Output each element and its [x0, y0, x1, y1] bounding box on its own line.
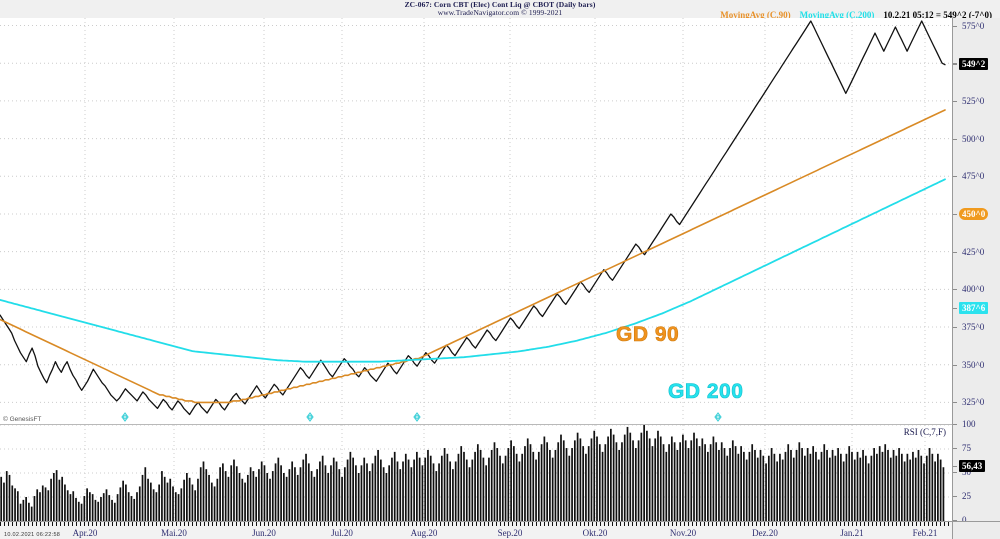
page-title: ZC-067: Corn CBT (Elec) Cont Liq @ CBOT … — [404, 0, 596, 9]
axis-tick — [953, 64, 957, 66]
price-axis-label: 475^0 — [962, 171, 985, 182]
date-axis-label: Apr.20 — [72, 528, 98, 538]
rsi-axis-label: 75 — [962, 443, 971, 453]
date-axis-label: Jan.21 — [840, 528, 864, 538]
axis-corner — [952, 521, 1000, 539]
axis-tick — [953, 138, 957, 140]
price-axis-label: 400^0 — [962, 284, 985, 295]
axis-tick — [953, 465, 957, 467]
rsi-axis-label: 100 — [962, 419, 976, 429]
date-axis-ticks — [0, 522, 952, 526]
price-axis-label: 425^0 — [962, 246, 985, 257]
axis-tick — [953, 63, 957, 65]
axis-tick — [953, 213, 957, 215]
date-axis-label: Aug.20 — [410, 528, 438, 538]
date-axis-label: Dez.20 — [752, 528, 778, 538]
price-axis-label: 500^0 — [962, 133, 985, 144]
price-axis-label: 350^0 — [962, 359, 985, 370]
legend-item-movingavg-90[interactable]: MovingAvg (C,90) — [720, 9, 791, 20]
date-axis-label: Jul.20 — [331, 528, 353, 538]
axis-tick — [953, 402, 957, 404]
date-axis-label: Jun.20 — [252, 528, 276, 538]
rsi-plot-svg — [0, 425, 952, 521]
price-axis-marker-black: 549^2 — [959, 58, 989, 71]
axis-tick — [953, 307, 957, 309]
price-axis-label: 575^0 — [962, 20, 985, 31]
axis-tick — [953, 176, 957, 178]
rsi-axis-label: 50 — [962, 467, 971, 477]
date-axis-label: Okt.20 — [582, 528, 608, 538]
axis-tick — [953, 364, 957, 366]
axis-tick — [953, 327, 957, 329]
price-axis-label: 525^0 — [962, 95, 985, 106]
axis-tick — [953, 448, 957, 449]
render-timestamp: 10.02.2021 06:22:58 — [4, 532, 61, 538]
rsi-axis-label: 0 — [962, 515, 967, 525]
axis-tick — [953, 25, 957, 27]
axis-tick — [953, 289, 957, 291]
price-axis-marker-cyan: 387^6 — [959, 301, 989, 314]
axis-tick — [953, 251, 957, 253]
price-plot-svg — [0, 18, 952, 422]
date-axis[interactable]: Apr.20 Mai.20 Jun.20 Jul.20 Aug.20 Sep.20 Okt.… — [0, 521, 952, 539]
axis-tick — [953, 424, 957, 425]
axis-tick — [953, 496, 957, 497]
date-axis-label: Nov.20 — [669, 528, 697, 538]
rsi-indicator-label: RSI (C,7,F) — [903, 427, 946, 437]
date-axis-label: Feb.21 — [912, 528, 938, 538]
axis-tick — [953, 100, 957, 102]
annotation-gd200: GD 200 — [668, 380, 744, 404]
legend-quote-readout: 10.2.21 05:12 = 549^2 (-7^0) — [883, 9, 992, 20]
genesisft-watermark: © GenesisFT — [3, 416, 42, 423]
rsi-axis-label: 25 — [962, 491, 971, 501]
axis-tick — [953, 520, 957, 521]
legend-item-movingavg-200[interactable]: MovingAvg (C,200) — [799, 9, 875, 20]
date-axis-label: Mai.20 — [161, 528, 187, 538]
price-axis-label: 325^0 — [962, 397, 985, 408]
price-axis-marker-orange: 450^0 — [959, 207, 989, 220]
chart-legend: MovingAvg (C,90) MovingAvg (C,200) 10.2.… — [720, 9, 992, 20]
price-axis-column[interactable]: 575^0550^0525^0500^0475^0450^0425^0400^0… — [952, 18, 1000, 525]
axis-tick — [953, 472, 957, 473]
rsi-indicator-panel[interactable]: RSI (C,7,F) — [0, 424, 952, 522]
date-axis-label: Sep.20 — [497, 528, 523, 538]
annotation-gd90: GD 90 — [616, 323, 680, 347]
rsi-axis-marker: 56,43 — [959, 459, 986, 472]
price-chart-panel[interactable]: GD 90 GD 200 © GenesisFT — [0, 18, 952, 423]
source-subtitle: www.TradeNavigator.com © 1999-2021 — [437, 8, 563, 17]
price-axis-label: 375^0 — [962, 322, 985, 333]
